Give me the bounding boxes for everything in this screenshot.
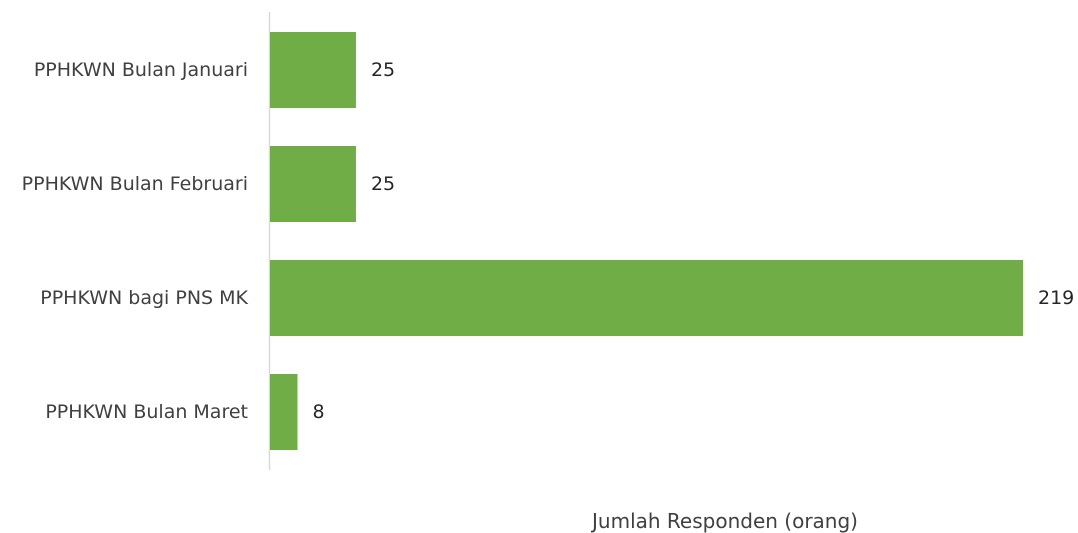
category-labels: PPHKWN Bulan Januari PPHKWN Bulan Februar… [22,59,249,423]
value-labels: 25 25 219 8 [313,59,1075,423]
value-label-1: 25 [371,59,395,81]
x-axis-title: Jumlah Responden (orang) [590,509,858,533]
value-label-4: 8 [313,401,325,423]
bars [270,32,1023,450]
bar-4 [270,374,298,450]
value-label-3: 219 [1038,287,1074,309]
category-label-4: PPHKWN Bulan Maret [45,401,248,423]
category-label-2: PPHKWN Bulan Februari [22,173,248,195]
category-label-1: PPHKWN Bulan Januari [34,59,248,81]
bar-2 [270,146,356,222]
value-label-2: 25 [371,173,395,195]
bar-3 [270,260,1023,336]
category-label-3: PPHKWN bagi PNS MK [40,287,248,309]
bar-1 [270,32,356,108]
